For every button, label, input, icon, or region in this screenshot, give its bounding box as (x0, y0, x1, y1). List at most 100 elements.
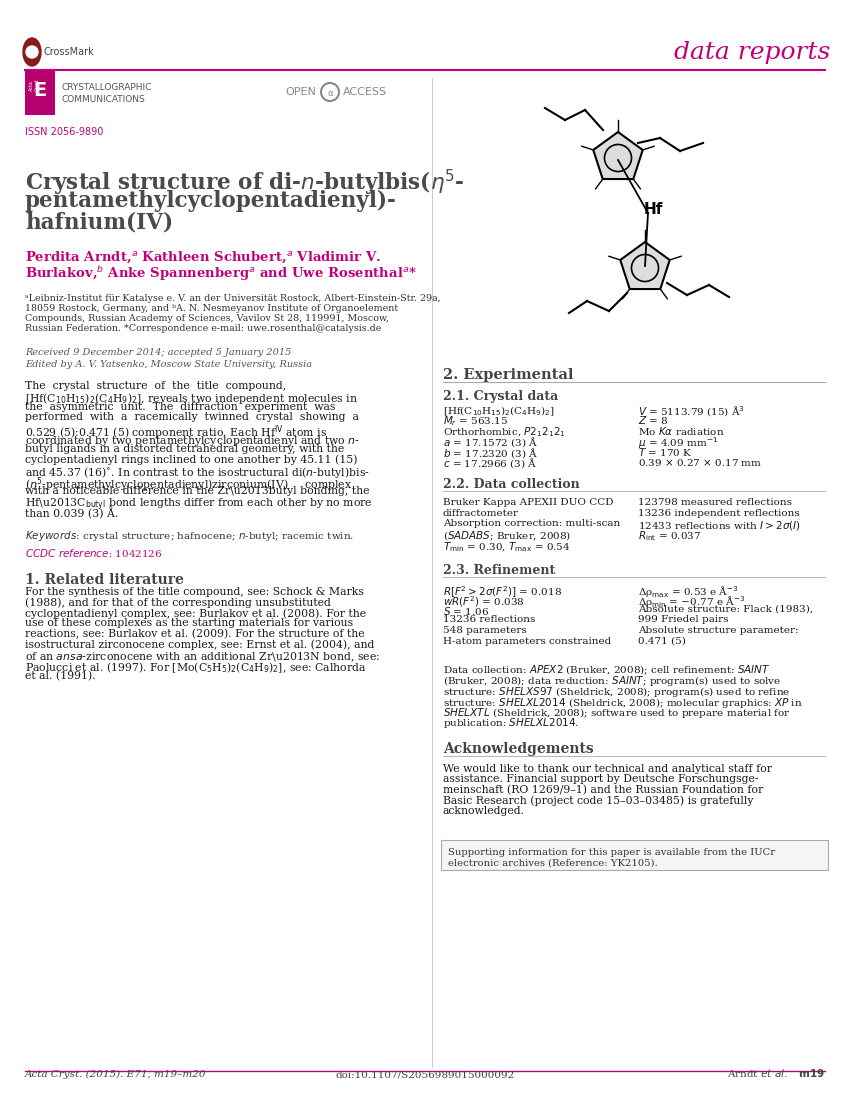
Text: $\it{SHELXTL}$ (Sheldrick, 2008); software used to prepare material for: $\it{SHELXTL}$ (Sheldrick, 2008); softwa… (443, 706, 790, 720)
Text: COMMUNICATIONS: COMMUNICATIONS (62, 94, 145, 103)
Text: butyl ligands in a distorted tetrahedral geometry, with the: butyl ligands in a distorted tetrahedral… (25, 444, 344, 454)
Text: Crystal structure of di-$\it{n}$-butylbis($\it{\eta}$$^{5}$-: Crystal structure of di-$\it{n}$-butylbi… (25, 168, 464, 198)
Text: Acta
Cryst: Acta Cryst (29, 79, 40, 92)
Text: ᵃLeibniz-Institut für Katalyse e. V. an der Universität Rostock, Albert-Einstein: ᵃLeibniz-Institut für Katalyse e. V. an … (25, 294, 441, 303)
Polygon shape (593, 132, 643, 179)
Ellipse shape (23, 38, 41, 66)
Text: [Hf(C$_{10}$H$_{15}$)$_2$(C$_4$H$_9$)$_2$]: [Hf(C$_{10}$H$_{15}$)$_2$(C$_4$H$_9$)$_2… (443, 404, 555, 417)
Text: Supporting information for this paper is available from the IUCr: Supporting information for this paper is… (448, 848, 775, 857)
Text: Paolucci et al. (1997). For [Mo(C$_5$H$_5$)$_2$(C$_4$H$_9$)$_2$], see: Calhorda: Paolucci et al. (1997). For [Mo(C$_5$H$_… (25, 661, 366, 675)
FancyBboxPatch shape (25, 70, 55, 115)
Text: OPEN: OPEN (285, 87, 316, 97)
Text: $\it{CCDC\ reference}$: 1042126: $\it{CCDC\ reference}$: 1042126 (25, 547, 162, 559)
Text: of an $\it{ansa}$-zirconocene with an additional Zr\u2013N bond, see:: of an $\it{ansa}$-zirconocene with an ad… (25, 650, 380, 663)
Text: publication: $\it{SHELXL2014}$.: publication: $\it{SHELXL2014}$. (443, 716, 579, 731)
FancyBboxPatch shape (441, 840, 828, 870)
Text: 2.3. Refinement: 2.3. Refinement (443, 563, 555, 577)
Text: Received 9 December 2014; accepted 5 January 2015: Received 9 December 2014; accepted 5 Jan… (25, 348, 292, 356)
Text: assistance. Financial support by Deutsche Forschungsge-: assistance. Financial support by Deutsch… (443, 775, 758, 785)
Text: Absorption correction: multi-scan: Absorption correction: multi-scan (443, 519, 620, 528)
Text: structure: $\it{SHELXL2014}$ (Sheldrick, 2008); molecular graphics: $\it{XP}$ in: structure: $\it{SHELXL2014}$ (Sheldrick,… (443, 695, 802, 710)
Text: α: α (327, 89, 332, 97)
Text: Edited by A. V. Yatsenko, Moscow State University, Russia: Edited by A. V. Yatsenko, Moscow State U… (25, 360, 312, 369)
Text: 18059 Rostock, Germany, and ᵇA. N. Nesmeyanov Institute of Organoelement: 18059 Rostock, Germany, and ᵇA. N. Nesme… (25, 304, 398, 313)
Text: isostructural zirconocene complex, see: Ernst et al. (2004), and: isostructural zirconocene complex, see: … (25, 640, 374, 650)
Text: $\it{Keywords}$: crystal structure; hafnocene; $\it{n}$-butyl; racemic twin.: $\it{Keywords}$: crystal structure; hafn… (25, 529, 354, 544)
Text: $a$ = 17.1572 (3) Å: $a$ = 17.1572 (3) Å (443, 435, 538, 449)
Text: 13236 independent reflections: 13236 independent reflections (638, 508, 800, 517)
Text: et al. (1991).: et al. (1991). (25, 671, 95, 681)
Text: diffractometer: diffractometer (443, 508, 519, 517)
Text: electronic archives (Reference: YK2105).: electronic archives (Reference: YK2105). (448, 859, 658, 868)
Text: $M_r$ = 563.15: $M_r$ = 563.15 (443, 414, 508, 428)
Text: Absolute structure: Flack (1983),: Absolute structure: Flack (1983), (638, 606, 813, 614)
Text: $b$ = 17.2320 (3) Å: $b$ = 17.2320 (3) Å (443, 446, 539, 459)
Text: $wR(F^2)$ = 0.038: $wR(F^2)$ = 0.038 (443, 594, 524, 609)
Text: 999 Friedel pairs: 999 Friedel pairs (638, 615, 728, 624)
Text: Acknowledgements: Acknowledgements (443, 742, 594, 756)
Text: $V$ = 5113.79 (15) Å$^3$: $V$ = 5113.79 (15) Å$^3$ (638, 404, 745, 418)
Text: [Hf(C$_{10}$H$_{15}$)$_2$(C$_4$H$_9$)$_2$], reveals two independent molecules in: [Hf(C$_{10}$H$_{15}$)$_2$(C$_4$H$_9$)$_2… (25, 392, 358, 406)
Text: $T_{\rm min}$ = 0.30, $T_{\rm max}$ = 0.54: $T_{\rm min}$ = 0.30, $T_{\rm max}$ = 0.… (443, 540, 570, 554)
Text: Basic Research (project code 15–03–03485) is gratefully: Basic Research (project code 15–03–03485… (443, 796, 753, 806)
Text: We would like to thank our technical and analytical staff for: We would like to thank our technical and… (443, 764, 772, 774)
Text: H-atom parameters constrained: H-atom parameters constrained (443, 637, 611, 645)
Text: cyclopentadienyl rings inclined to one another by 45.11 (15): cyclopentadienyl rings inclined to one a… (25, 455, 358, 465)
Text: ($\it{SADABS}$; Bruker, 2008): ($\it{SADABS}$; Bruker, 2008) (443, 529, 571, 542)
Text: Mo $K\alpha$ radiation: Mo $K\alpha$ radiation (638, 425, 724, 437)
Text: 548 parameters: 548 parameters (443, 625, 527, 635)
Text: Data collection: $\it{APEX2}$ (Bruker, 2008); cell refinement: $\it{SAINT}$: Data collection: $\it{APEX2}$ (Bruker, 2… (443, 664, 771, 677)
Text: coordinated by two pentamethylcyclopentadienyl and two $n$-: coordinated by two pentamethylcyclopenta… (25, 434, 360, 447)
Text: Hf\u2013C$_{\rm butyl}$ bond lengths differ from each other by no more: Hf\u2013C$_{\rm butyl}$ bond lengths dif… (25, 497, 372, 513)
Text: structure: $\it{SHELXS97}$ (Sheldrick, 2008); program(s) used to refine: structure: $\it{SHELXS97}$ (Sheldrick, 2… (443, 685, 790, 699)
Text: 2. Experimental: 2. Experimental (443, 368, 574, 382)
Text: reactions, see: Burlakov et al. (2009). For the structure of the: reactions, see: Burlakov et al. (2009). … (25, 629, 365, 640)
Text: E: E (33, 81, 47, 100)
Text: pentamethylcyclopentadienyl)-: pentamethylcyclopentadienyl)- (25, 190, 397, 213)
Text: ($\eta^{5}$-pentamethylcyclopentadienyl)zirconium(IV)     complex: ($\eta^{5}$-pentamethylcyclopentadienyl)… (25, 476, 353, 494)
Text: data reports: data reports (673, 41, 830, 63)
Text: $R_{\rm int}$ = 0.037: $R_{\rm int}$ = 0.037 (638, 529, 701, 544)
Text: Compounds, Russian Academy of Sciences, Vavilov St 28, 119991, Moscow,: Compounds, Russian Academy of Sciences, … (25, 314, 389, 323)
Text: 0.529 (5):0.471 (5) component ratio. Each Hf$^{\rm IV}$ atom is: 0.529 (5):0.471 (5) component ratio. Eac… (25, 423, 327, 442)
Text: (1988), and for that of the corresponding unsubstituted: (1988), and for that of the correspondin… (25, 598, 331, 608)
Text: and 45.37 (16)$^{\circ}$. In contrast to the isostructural di($n$-butyl)bis-: and 45.37 (16)$^{\circ}$. In contrast to… (25, 465, 370, 480)
Text: Arndt $\it{et\ al.}$   $\bf{m19}$: Arndt $\it{et\ al.}$ $\bf{m19}$ (727, 1067, 825, 1079)
Text: $\mu$ = 4.09 mm$^{-1}$: $\mu$ = 4.09 mm$^{-1}$ (638, 435, 718, 452)
Text: 0.39 $\times$ 0.27 $\times$ 0.17 mm: 0.39 $\times$ 0.27 $\times$ 0.17 mm (638, 456, 762, 467)
Text: The  crystal  structure  of  the  title  compound,: The crystal structure of the title compo… (25, 381, 286, 391)
Text: cyclopentadienyl complex, see: Burlakov et al. (2008). For the: cyclopentadienyl complex, see: Burlakov … (25, 608, 366, 619)
Text: Orthorhombic, $P2_12_12_1$: Orthorhombic, $P2_12_12_1$ (443, 425, 566, 438)
Text: $T$ = 170 K: $T$ = 170 K (638, 446, 693, 458)
Text: For the synthesis of the title compound, see: Schock & Marks: For the synthesis of the title compound,… (25, 587, 364, 597)
Text: Acta Cryst. (2015). E71, m19–m20: Acta Cryst. (2015). E71, m19–m20 (25, 1069, 207, 1079)
Text: Perdita Arndt,$^{a}$ Kathleen Schubert,$^{a}$ Vladimir V.: Perdita Arndt,$^{a}$ Kathleen Schubert,$… (25, 250, 382, 266)
Text: 12433 reflections with $I > 2\sigma(I)$: 12433 reflections with $I > 2\sigma(I)$ (638, 519, 801, 532)
Text: Hf: Hf (643, 203, 663, 217)
Circle shape (26, 46, 38, 58)
Text: $Z$ = 8: $Z$ = 8 (638, 414, 669, 426)
Text: than 0.039 (3) Å.: than 0.039 (3) Å. (25, 507, 118, 519)
Text: ACCESS: ACCESS (343, 87, 387, 97)
Text: 2.1. Crystal data: 2.1. Crystal data (443, 390, 558, 403)
Text: acknowledged.: acknowledged. (443, 806, 525, 816)
Text: hafnium(IV): hafnium(IV) (25, 213, 173, 234)
Text: 123798 measured reflections: 123798 measured reflections (638, 498, 792, 507)
Text: with a noticeable difference in the Zr\u2013butyl bonding, the: with a noticeable difference in the Zr\u… (25, 486, 370, 496)
Text: use of these complexes as the starting materials for various: use of these complexes as the starting m… (25, 619, 353, 629)
Polygon shape (620, 242, 670, 289)
Text: Absolute structure parameter:: Absolute structure parameter: (638, 625, 798, 635)
Text: 0.471 (5): 0.471 (5) (638, 637, 686, 645)
Text: $R[F^2 > 2\sigma(F^2)]$ = 0.018: $R[F^2 > 2\sigma(F^2)]$ = 0.018 (443, 584, 562, 600)
Text: CrossMark: CrossMark (44, 46, 94, 56)
Text: doi:10.1107/S2056989015000092: doi:10.1107/S2056989015000092 (336, 1070, 514, 1079)
Text: 1. Related literature: 1. Related literature (25, 573, 184, 587)
Text: Burlakov,$^{b}$ Anke Spannenberg$^{a}$ and Uwe Rosenthal$^{a}$*: Burlakov,$^{b}$ Anke Spannenberg$^{a}$ a… (25, 263, 417, 283)
Text: performed  with  a  racemically  twinned  crystal  showing  a: performed with a racemically twinned cry… (25, 413, 359, 423)
Text: (Bruker, 2008); data reduction: $\it{SAINT}$; program(s) used to solve: (Bruker, 2008); data reduction: $\it{SAI… (443, 674, 781, 689)
Text: Δρ$_{{\rm min}}$ = −0.77 e Å$^{-3}$: Δρ$_{{\rm min}}$ = −0.77 e Å$^{-3}$ (638, 594, 745, 610)
Text: meinschaft (RO 1269/9–1) and the Russian Foundation for: meinschaft (RO 1269/9–1) and the Russian… (443, 785, 763, 795)
Text: 13236 reflections: 13236 reflections (443, 615, 536, 624)
Text: Δρ$_{{\rm max}}$ = 0.53 e Å$^{-3}$: Δρ$_{{\rm max}}$ = 0.53 e Å$^{-3}$ (638, 584, 739, 600)
Text: 2.2. Data collection: 2.2. Data collection (443, 478, 580, 492)
